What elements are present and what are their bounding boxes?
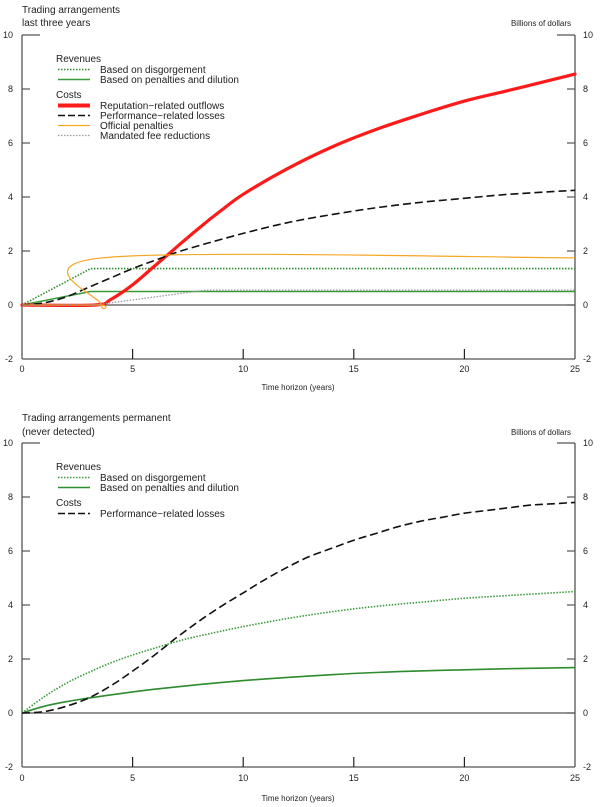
y-tick-label-right: -2 (583, 762, 591, 772)
legend-heading-costs: Costs (56, 90, 82, 101)
y-tick-label-left: 4 (8, 600, 13, 610)
legend-item-label: Based on penalties and dilution (100, 483, 239, 494)
series-line-based-on-disgorgement (21, 590, 576, 714)
legend-item-label: Performance−related losses (100, 509, 225, 520)
x-tick-label: 20 (459, 364, 469, 374)
chart-title-line-1: Trading arrangements permanent (22, 413, 171, 424)
x-tick-label: 10 (238, 773, 248, 783)
chart-title-line-1: Trading arrangements (22, 5, 120, 16)
y-tick-label-right: 8 (583, 84, 588, 94)
x-tick-label: 15 (349, 773, 359, 783)
legend-heading-revenues: Revenues (56, 54, 101, 65)
x-tick-label: 25 (570, 364, 580, 374)
chart-panel-permanent: Trading arrangements permanent (never de… (3, 413, 593, 803)
x-tick-label: 25 (570, 773, 580, 783)
legend-heading-costs: Costs (56, 498, 82, 509)
axes: -2 -2 0 0 2 2 4 4 6 6 8 8 10 10 0 5 10 15 20 25 (3, 30, 593, 374)
y-tick-label-left: -2 (5, 762, 13, 772)
y-tick-label-right: 0 (583, 708, 588, 718)
y-tick-label-left: 8 (8, 492, 13, 502)
y-tick-label-left: 8 (8, 84, 13, 94)
legend-item-label: Based on disgorgement (100, 65, 206, 76)
axes: -2 -2 0 0 2 2 4 4 6 6 8 8 10 10 0 5 10 15 20 25 (3, 438, 593, 783)
y-tick-label-left: 10 (3, 438, 13, 448)
y-tick-label-right: 8 (583, 492, 588, 502)
y-tick-label-left: 6 (8, 546, 13, 556)
y-tick-label-left: -2 (5, 354, 13, 364)
units-label: Billions of dollars (511, 428, 571, 437)
y-tick-label-left: 6 (8, 138, 13, 148)
x-axis-label: Time horizon (years) (261, 383, 334, 392)
y-tick-label-right: 6 (583, 546, 588, 556)
x-tick-label: 0 (19, 364, 24, 374)
legend-item-label: Performance−related losses (100, 111, 225, 122)
legend-heading-revenues: Revenues (56, 462, 101, 473)
series-line-performance-related-losses (21, 501, 576, 714)
legend-item-label: Official penalties (100, 121, 173, 132)
legend-item-label: Based on disgorgement (100, 473, 206, 484)
series-group (20, 72, 577, 310)
series-line-based-on-disgorgement (21, 267, 575, 306)
y-tick-label-left: 2 (8, 246, 13, 256)
chart-title-line-2: last three years (22, 18, 90, 29)
chart-panel-last-three-years: Trading arrangements last three years Bi… (3, 5, 593, 392)
x-tick-label: 5 (130, 773, 135, 783)
y-tick-label-right: 2 (583, 654, 588, 664)
series-group (21, 501, 576, 714)
series-line-reputation-related-outflows (20, 72, 577, 307)
series-line-official-penalties (22, 253, 576, 310)
series-line-based-on-penalties-and-dilution (21, 666, 576, 714)
x-tick-label: 5 (130, 364, 135, 374)
y-tick-label-left: 0 (8, 300, 13, 310)
y-tick-label-right: 4 (583, 600, 588, 610)
legend-item-label: Mandated fee reductions (100, 131, 210, 142)
x-tick-label: 15 (349, 364, 359, 374)
chart-title-line-2: (never detected) (22, 427, 95, 438)
y-tick-label-right: 4 (583, 192, 588, 202)
y-tick-label-left: 0 (8, 708, 13, 718)
series-line-performance-related-losses (21, 189, 576, 306)
x-tick-label: 20 (459, 773, 469, 783)
y-tick-label-right: -2 (583, 354, 591, 364)
y-tick-label-right: 6 (583, 138, 588, 148)
y-tick-label-left: 10 (3, 30, 13, 40)
x-tick-label: 10 (238, 364, 248, 374)
y-tick-label-right: 2 (583, 246, 588, 256)
x-tick-label: 0 (19, 773, 24, 783)
y-tick-label-left: 4 (8, 192, 13, 202)
units-label: Billions of dollars (511, 19, 571, 28)
x-axis-label: Time horizon (years) (261, 794, 334, 803)
y-tick-label-left: 2 (8, 654, 13, 664)
y-tick-label-right: 10 (583, 438, 593, 448)
legend-item-label: Based on penalties and dilution (100, 75, 239, 86)
series-line-based-on-penalties-and-dilution (21, 290, 575, 306)
y-tick-label-right: 10 (583, 30, 593, 40)
y-tick-label-right: 0 (583, 300, 588, 310)
legend-item-label: Reputation−related outflows (100, 101, 224, 112)
series-line-mandated-fee-reductions (22, 289, 575, 306)
